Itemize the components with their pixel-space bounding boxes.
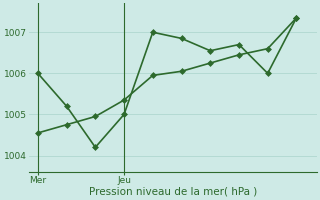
X-axis label: Pression niveau de la mer( hPa ): Pression niveau de la mer( hPa ) — [89, 187, 257, 197]
